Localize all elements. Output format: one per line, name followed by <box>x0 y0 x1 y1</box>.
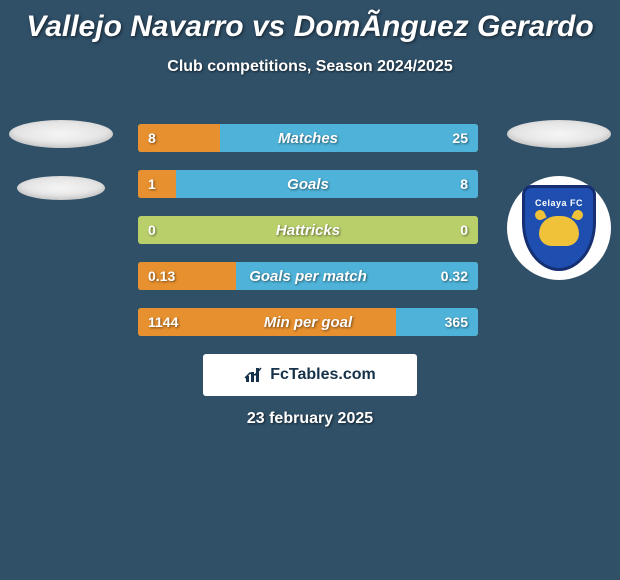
stat-val-b: 365 <box>445 314 468 330</box>
celaya-shield-text: Celaya FC <box>535 198 583 208</box>
stat-row-goals-per-match: 0.13 Goals per match 0.32 <box>138 262 478 290</box>
stat-val-a: 0 <box>148 222 156 238</box>
stat-row-goals: 1 Goals 8 <box>138 170 478 198</box>
stats-container: 8 Matches 25 1 Goals 8 0 Hattricks 0 0.1… <box>138 124 478 336</box>
player-b-team-logo: Celaya FC <box>507 176 611 280</box>
stat-val-b: 25 <box>452 130 468 146</box>
date-text: 23 february 2025 <box>0 410 620 428</box>
player-a-column <box>6 120 116 200</box>
celaya-shield-icon: Celaya FC <box>522 185 596 271</box>
stat-val-a: 1 <box>148 176 156 192</box>
comparison-card: Vallejo Navarro vs DomÃ­nguez Gerardo Cl… <box>0 0 620 580</box>
stat-val-a: 1144 <box>148 314 178 330</box>
bar-chart-icon <box>244 366 266 384</box>
player-b-column: Celaya FC <box>504 120 614 280</box>
stat-row-min-per-goal: 1144 Min per goal 365 <box>138 308 478 336</box>
player-b-avatar-placeholder <box>507 120 611 148</box>
brand-text: FcTables.com <box>270 366 376 384</box>
stat-val-a: 0.13 <box>148 268 175 284</box>
stat-row-hattricks: 0 Hattricks 0 <box>138 216 478 244</box>
page-title: Vallejo Navarro vs DomÃ­nguez Gerardo <box>0 0 620 44</box>
stat-val-b: 8 <box>460 176 468 192</box>
stat-val-b: 0 <box>460 222 468 238</box>
stat-val-a: 8 <box>148 130 156 146</box>
player-a-team-placeholder <box>17 176 105 200</box>
stat-val-b: 0.32 <box>441 268 468 284</box>
subtitle: Club competitions, Season 2024/2025 <box>0 58 620 76</box>
player-a-avatar-placeholder <box>9 120 113 148</box>
brand-box: FcTables.com <box>203 354 417 396</box>
stat-row-matches: 8 Matches 25 <box>138 124 478 152</box>
bull-icon <box>539 216 579 246</box>
stat-label: Hattricks <box>138 222 478 239</box>
